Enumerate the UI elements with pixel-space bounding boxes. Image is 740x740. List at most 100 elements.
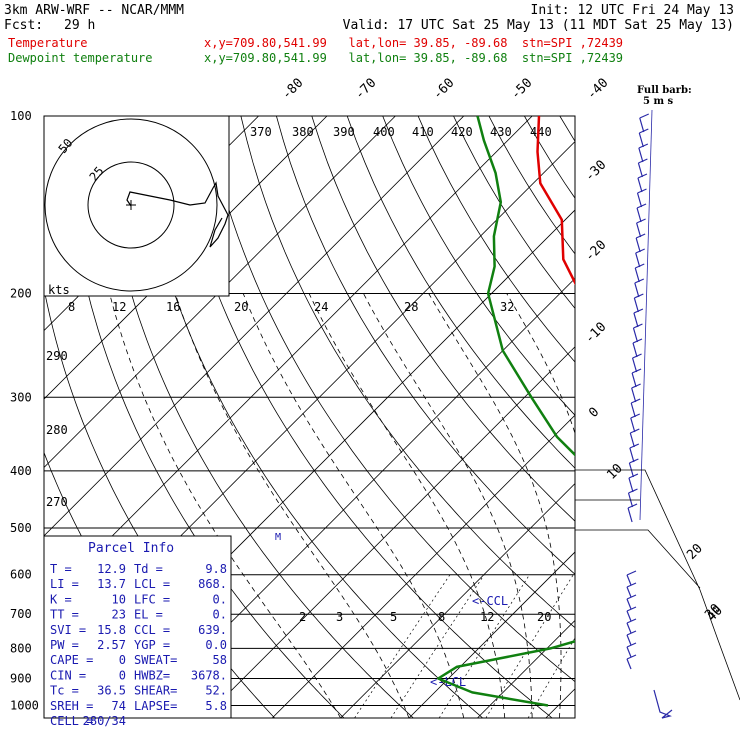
barb-shaft bbox=[634, 267, 640, 283]
parcel-info-key: CIN = bbox=[50, 668, 86, 682]
barb-flag bbox=[632, 338, 643, 344]
theta-label: 280 bbox=[46, 423, 68, 437]
parcel-info-key: T = bbox=[50, 562, 72, 576]
barb-flag bbox=[633, 323, 643, 329]
wind-barbs bbox=[575, 109, 740, 719]
temperature-tick-label: -60 bbox=[430, 76, 457, 103]
wind-barb bbox=[638, 143, 649, 163]
parcel-info-title: Parcel Info bbox=[88, 541, 174, 556]
wind-barb bbox=[626, 654, 637, 670]
wind-barb bbox=[630, 398, 641, 418]
pressure-tick-label: 100 bbox=[10, 109, 32, 123]
dry-adiabat-line bbox=[311, 116, 575, 522]
barb-flag bbox=[626, 582, 637, 588]
parcel-info-key: Tc = bbox=[50, 684, 79, 698]
parcel-info-value: 280/34 bbox=[83, 714, 126, 728]
wind-barb bbox=[629, 443, 640, 463]
barb-flag bbox=[631, 383, 641, 389]
barb-flag bbox=[635, 263, 645, 269]
temperature-tick-label: -10 bbox=[582, 320, 609, 347]
theta-label: 380 bbox=[292, 125, 314, 139]
wind-barb bbox=[633, 293, 644, 313]
isotherm-line bbox=[44, 116, 465, 537]
moist-adiabat-line bbox=[242, 293, 465, 718]
mixing-ratio-line bbox=[527, 637, 575, 718]
barb-flag bbox=[635, 248, 645, 254]
pressure-tick-label: 900 bbox=[10, 672, 32, 686]
pressure-tick-label: 500 bbox=[10, 521, 32, 535]
barb-flag bbox=[638, 143, 649, 149]
dry-adiabat-line bbox=[631, 116, 740, 718]
wind-barb bbox=[626, 630, 637, 646]
barb-shaft bbox=[632, 327, 639, 343]
plot-frame bbox=[43, 115, 576, 719]
barb-shaft bbox=[638, 132, 644, 148]
barb-shaft bbox=[632, 342, 638, 358]
theta-label: 410 bbox=[412, 125, 434, 139]
dry-adiabat-line bbox=[240, 116, 575, 629]
parcel-info-value: 0.0 bbox=[205, 638, 227, 652]
parcel-info-value: 58 bbox=[213, 653, 227, 667]
dry-adiabat-line bbox=[276, 116, 575, 575]
parcel-info-value: 0. bbox=[213, 592, 227, 606]
barb-shaft bbox=[631, 387, 637, 403]
pressure-tick-label: 600 bbox=[10, 568, 32, 582]
parcel-info-table: Parcel Info T = 12.9 Td = 9.8 LI = 13.7 LCL = 86… bbox=[43, 535, 232, 728]
barb-shaft bbox=[630, 402, 636, 418]
barb-shaft bbox=[635, 237, 641, 253]
temperature-tick-label: 0 bbox=[586, 405, 602, 421]
init-time: Init: 12 UTC Fri 24 May 13 bbox=[530, 3, 735, 18]
wind-barb bbox=[631, 383, 641, 403]
parcel-info-value: 13.7 bbox=[97, 577, 126, 591]
parcel-info-value: 0 bbox=[119, 653, 126, 667]
mixing-ratio-label: 8 bbox=[68, 300, 75, 314]
dewpoint-legend: Dewpoint temperature bbox=[8, 51, 153, 65]
parcel-info-key: SREH = bbox=[50, 699, 93, 713]
parcel-info-value: 15.8 bbox=[97, 623, 126, 637]
wind-barb bbox=[631, 368, 642, 388]
parcel-info-value: 3678. bbox=[191, 668, 227, 682]
pressure-tick-label: 400 bbox=[10, 464, 32, 478]
barb-key: Full barb: 5 m s bbox=[637, 85, 692, 107]
barb-flag bbox=[626, 606, 637, 612]
parcel-info-key: TT = bbox=[50, 608, 79, 622]
mixing-ratio-label: 16 bbox=[166, 300, 180, 314]
wind-barb bbox=[632, 338, 643, 358]
wind-barb bbox=[636, 203, 647, 223]
wind-barb bbox=[626, 618, 637, 634]
barb-flag bbox=[627, 503, 638, 509]
mixing-ratio-line bbox=[354, 574, 451, 718]
parcel-info-key: LCL = bbox=[134, 577, 170, 591]
isotherm-line bbox=[683, 116, 740, 718]
temperature-tick-label: -80 bbox=[279, 76, 306, 103]
wind-barb bbox=[633, 308, 644, 328]
hodograph-ring bbox=[87, 161, 175, 249]
mixing-ratio-label: 5 bbox=[390, 610, 397, 624]
dry-adiabat-line bbox=[382, 116, 575, 416]
barb-shaft bbox=[627, 507, 633, 523]
barb-shaft bbox=[634, 282, 640, 298]
model-title: 3km ARW-WRF -- NCAR/MMM bbox=[4, 3, 185, 18]
theta-label: 270 bbox=[46, 495, 68, 509]
isotherm-line bbox=[44, 116, 396, 468]
barb-staff-line bbox=[639, 109, 653, 521]
barb-flag bbox=[635, 233, 646, 239]
moist-adiabat-line bbox=[428, 293, 562, 718]
temperature-tick-label: -50 bbox=[508, 76, 535, 103]
temperature-legend: Temperature bbox=[8, 36, 88, 50]
parcel-info-value: 0. bbox=[213, 608, 227, 622]
dewpoint-line bbox=[436, 116, 575, 707]
dry-adiabat-line bbox=[702, 116, 740, 718]
barb-shaft bbox=[639, 117, 645, 133]
mixing-ratio-label: 12 bbox=[480, 610, 494, 624]
parcel-info-key: SHEAR= bbox=[134, 684, 177, 698]
parcel-info-key: CELL = bbox=[50, 714, 93, 728]
barb-shaft bbox=[630, 417, 636, 433]
barb-shaft bbox=[636, 207, 642, 223]
dry-adiabat-line bbox=[417, 116, 575, 363]
parcel-info-key: SVI = bbox=[50, 623, 86, 637]
barb-flag bbox=[636, 203, 647, 209]
pressure-tick-label: 300 bbox=[10, 390, 32, 404]
parcel-info-key: HWBZ= bbox=[134, 668, 170, 682]
wind-barb bbox=[626, 570, 637, 586]
